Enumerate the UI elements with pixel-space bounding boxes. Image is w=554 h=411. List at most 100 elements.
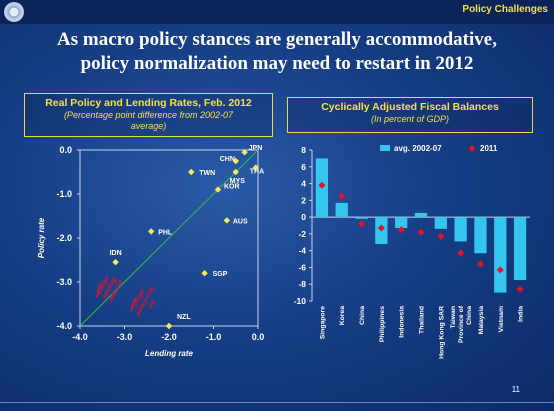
category-label: Vietnam (498, 306, 505, 332)
x-tick-label: -1.0 (206, 332, 222, 342)
right-chart-subtitle: (In percent of GDP) (370, 114, 450, 124)
y-tick-label: -4 (298, 246, 306, 256)
left-chart-title: Real Policy and Lending Rates, Feb. 2012 (45, 97, 252, 109)
category-label: Indonesia (399, 306, 406, 338)
bar (395, 217, 408, 229)
forty-five-degree-line (79, 149, 259, 327)
bar (454, 217, 467, 242)
left-chart-subtitle-line-2: average) (130, 121, 167, 131)
marker-2011 (476, 260, 484, 268)
scatter-point (201, 270, 208, 277)
right-chart-title: Cyclically Adjusted Fiscal Balances (321, 101, 499, 113)
left-chart-subtitle-line-1: (Percentage point difference from 2002-0… (63, 110, 234, 120)
annotation-label: cut (146, 298, 157, 311)
y-tick-label: 6 (301, 162, 306, 172)
slide-title-line-1: As macro policy stances are generally ac… (57, 29, 497, 50)
marker-2011 (496, 266, 504, 274)
y-tick-label: -3.0 (56, 277, 72, 287)
marker-2011 (338, 192, 346, 200)
point-label: MYS (230, 178, 246, 185)
slide-title: As macro policy stances are generally ac… (0, 28, 554, 76)
scatter-point (148, 228, 155, 235)
marker-2011 (318, 181, 326, 189)
marker-2011 (397, 226, 405, 234)
y-tick-label: 0.0 (59, 145, 72, 155)
point-label: NZL (177, 314, 191, 321)
category-label: Philippines (379, 306, 386, 342)
page-number: 11 (511, 385, 520, 394)
bar (434, 217, 447, 229)
scatter-point (232, 168, 239, 176)
category-label: Malaysia (478, 306, 485, 335)
x-tick-label: 0.0 (252, 332, 265, 342)
bar (494, 217, 507, 293)
x-axis-label: Lending rate (145, 349, 194, 358)
marker-2011 (417, 228, 425, 236)
category-label: Province of (458, 305, 465, 343)
scatter-chart: -4.0 -3.0 -2.0 -1.0 0.0 0.0 -1.0 -2.0 -3.0 -4.0 Le… (37, 145, 265, 358)
x-tick-label: -3.0 (117, 332, 133, 342)
slide-title-line-2: policy normalization may need to restart… (80, 53, 474, 74)
legend-swatch-avg (380, 145, 390, 151)
category-label: Hong Kong SAR (438, 306, 445, 359)
marker-2011 (437, 232, 445, 240)
scatter-point (223, 217, 231, 224)
category-label: Taiwan (450, 306, 457, 329)
y-axis-label: Policy rate (37, 217, 46, 258)
bar (474, 217, 487, 254)
category-label: Korea (339, 306, 346, 325)
left-chart-title-box: Real Policy and Lending Rates, Feb. 2012… (24, 93, 273, 137)
y-tick-label: 0 (301, 212, 306, 222)
point-label: CHN (220, 156, 235, 163)
legend-marker-2011 (468, 145, 476, 152)
marker-2011 (457, 249, 465, 257)
scatter-point (252, 164, 259, 171)
category-label: India (518, 306, 525, 322)
legend-label-avg: avg. 2002-07 (394, 144, 442, 153)
point-label: KOR (224, 184, 240, 191)
category-label: Thailand (419, 306, 426, 334)
point-label: SGP (213, 271, 228, 278)
legend-label-2011: 2011 (480, 144, 498, 153)
x-tick-label: -2.0 (161, 332, 177, 342)
point-label: THA (250, 169, 264, 176)
y-tick-label: 4 (301, 179, 306, 189)
y-tick-label: -1.0 (56, 189, 72, 199)
y-tick-label: 2 (301, 195, 306, 205)
x-tick-label: -4.0 (72, 332, 88, 342)
bar (513, 217, 527, 281)
y-tick-label: -10 (294, 296, 307, 306)
point-label: TWN (199, 170, 215, 177)
marker-2011 (516, 285, 524, 293)
right-chart-title-box: Cyclically Adjusted Fiscal Balances (In … (287, 97, 533, 133)
point-label: AUS (233, 218, 248, 225)
bar (414, 212, 428, 218)
imf-seal-icon (4, 2, 24, 22)
scatter-point (232, 157, 239, 165)
bar (335, 202, 348, 218)
y-tick-label: -8 (298, 279, 306, 289)
scatter-point (214, 186, 222, 193)
annotation-arrows (96, 284, 137, 311)
scatter-point (241, 149, 248, 156)
point-label: PHL (158, 229, 173, 236)
section-label: Policy Challenges (462, 4, 548, 15)
scatter-point (112, 259, 119, 266)
bar-chart: 8 6 4 2 0 -2 -4 -6 -8 -10 Singapore Korea China Phili… (294, 144, 530, 359)
y-tick-label: -4.0 (56, 321, 72, 331)
point-label: JPN (249, 145, 263, 152)
category-label: China (466, 306, 473, 325)
scatter-point (165, 322, 173, 330)
y-tick-label: 8 (301, 145, 306, 155)
category-label: Singapore (319, 306, 326, 339)
marker-2011 (377, 224, 385, 232)
category-label: China (359, 306, 366, 325)
marker-2011 (358, 220, 366, 228)
footer-rule (0, 402, 554, 403)
bar (355, 217, 368, 219)
point-label: IDN (110, 250, 122, 257)
y-tick-label: -2.0 (56, 233, 72, 243)
